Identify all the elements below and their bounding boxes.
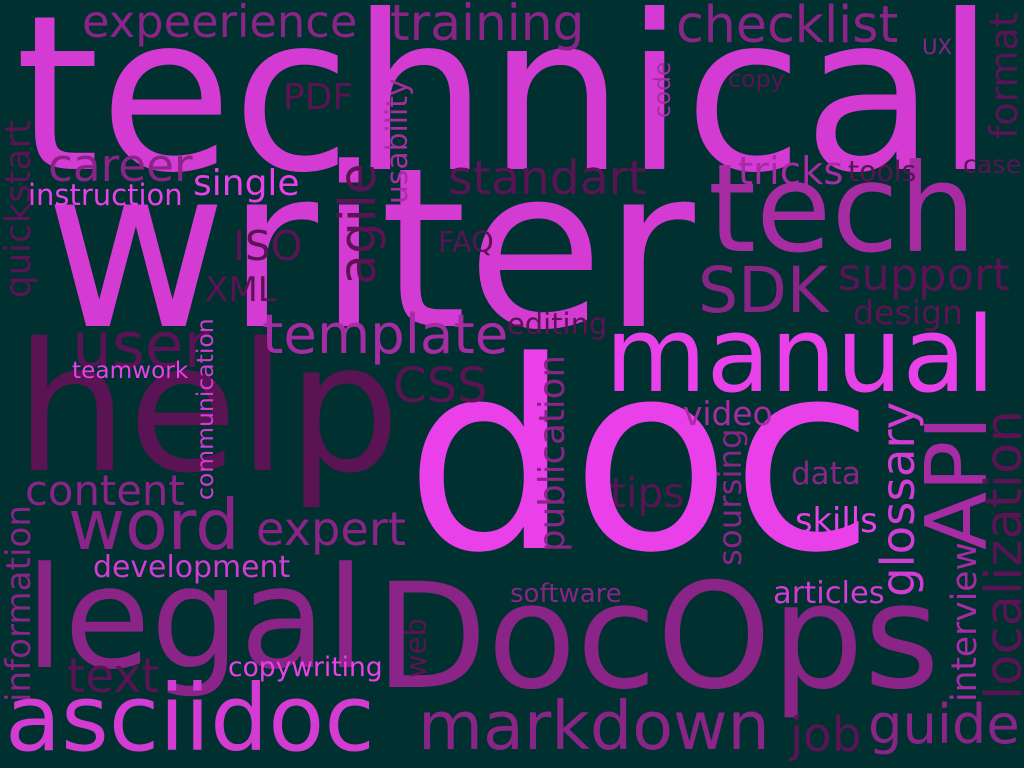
word-sdk: SDK <box>698 253 829 327</box>
word-writer: writer <box>45 121 695 379</box>
word-glossary: glossary <box>871 401 926 597</box>
word-localization: localization <box>973 410 1024 700</box>
word-code: code <box>647 61 676 118</box>
word-doc: doc <box>405 304 875 610</box>
word-editing: editing <box>507 306 608 341</box>
word-checklist: checklist <box>676 0 899 54</box>
word-docops: DocOps <box>375 552 940 722</box>
word-video: video <box>683 394 773 433</box>
word-instruction: instruction <box>28 177 183 212</box>
word-software: software <box>510 579 622 609</box>
word-user: user <box>72 308 210 382</box>
word-information: information <box>0 505 39 702</box>
word-iso: ISO <box>233 221 303 270</box>
word-text: text <box>67 650 160 704</box>
word-publication: publication <box>531 354 573 552</box>
word-skills: skills <box>795 500 878 540</box>
word-development: development <box>93 550 291 585</box>
word-format: format <box>982 12 1024 139</box>
word-teamwork: teamwork <box>72 356 189 384</box>
word-single: single <box>193 163 300 204</box>
word-template: template <box>262 301 509 366</box>
word-training: training <box>390 0 585 52</box>
word-support: support <box>838 248 1010 301</box>
word-guide: guide <box>868 693 1020 756</box>
word-pdf: PDF <box>283 76 354 118</box>
word-markdown: markdown <box>418 686 770 765</box>
word-design: design <box>853 292 964 332</box>
word-expert: expert <box>256 502 406 556</box>
word-web: web <box>398 618 433 678</box>
word-copywriting: copywriting <box>228 651 383 683</box>
word-asciidoc: asciidoc <box>5 665 375 768</box>
word-data: data <box>791 455 861 492</box>
word-standart: standart <box>448 150 647 206</box>
word-xml: XML <box>205 270 277 310</box>
word-expeerience: expeerience <box>82 0 358 48</box>
word-ux: UX <box>922 33 952 59</box>
word-agile: agile <box>327 163 387 285</box>
word-tricks: tricks <box>738 148 844 194</box>
word-communication: communication <box>191 318 219 500</box>
word-technical: technical <box>15 0 996 220</box>
word-interview: interview <box>945 542 985 702</box>
word-tips: tips <box>610 469 685 517</box>
word-help: help <box>15 306 401 513</box>
word-copy: copy <box>728 65 785 93</box>
word-faq: FAQ <box>438 224 494 259</box>
word-tools: tools <box>848 155 917 188</box>
word-articles: articles <box>773 575 885 611</box>
word-manual: manual <box>605 294 996 416</box>
word-content: content <box>25 466 185 515</box>
word-tech: tech <box>708 137 977 280</box>
word-usability: usability <box>380 78 415 204</box>
word-word: word <box>68 485 240 566</box>
word-legal: legal <box>25 537 365 701</box>
word-career: career <box>48 139 193 192</box>
word-case: case <box>963 149 1022 179</box>
word-css: CSS <box>393 357 488 414</box>
word-job: job <box>790 707 862 763</box>
word-soursing: soursing <box>711 428 749 566</box>
